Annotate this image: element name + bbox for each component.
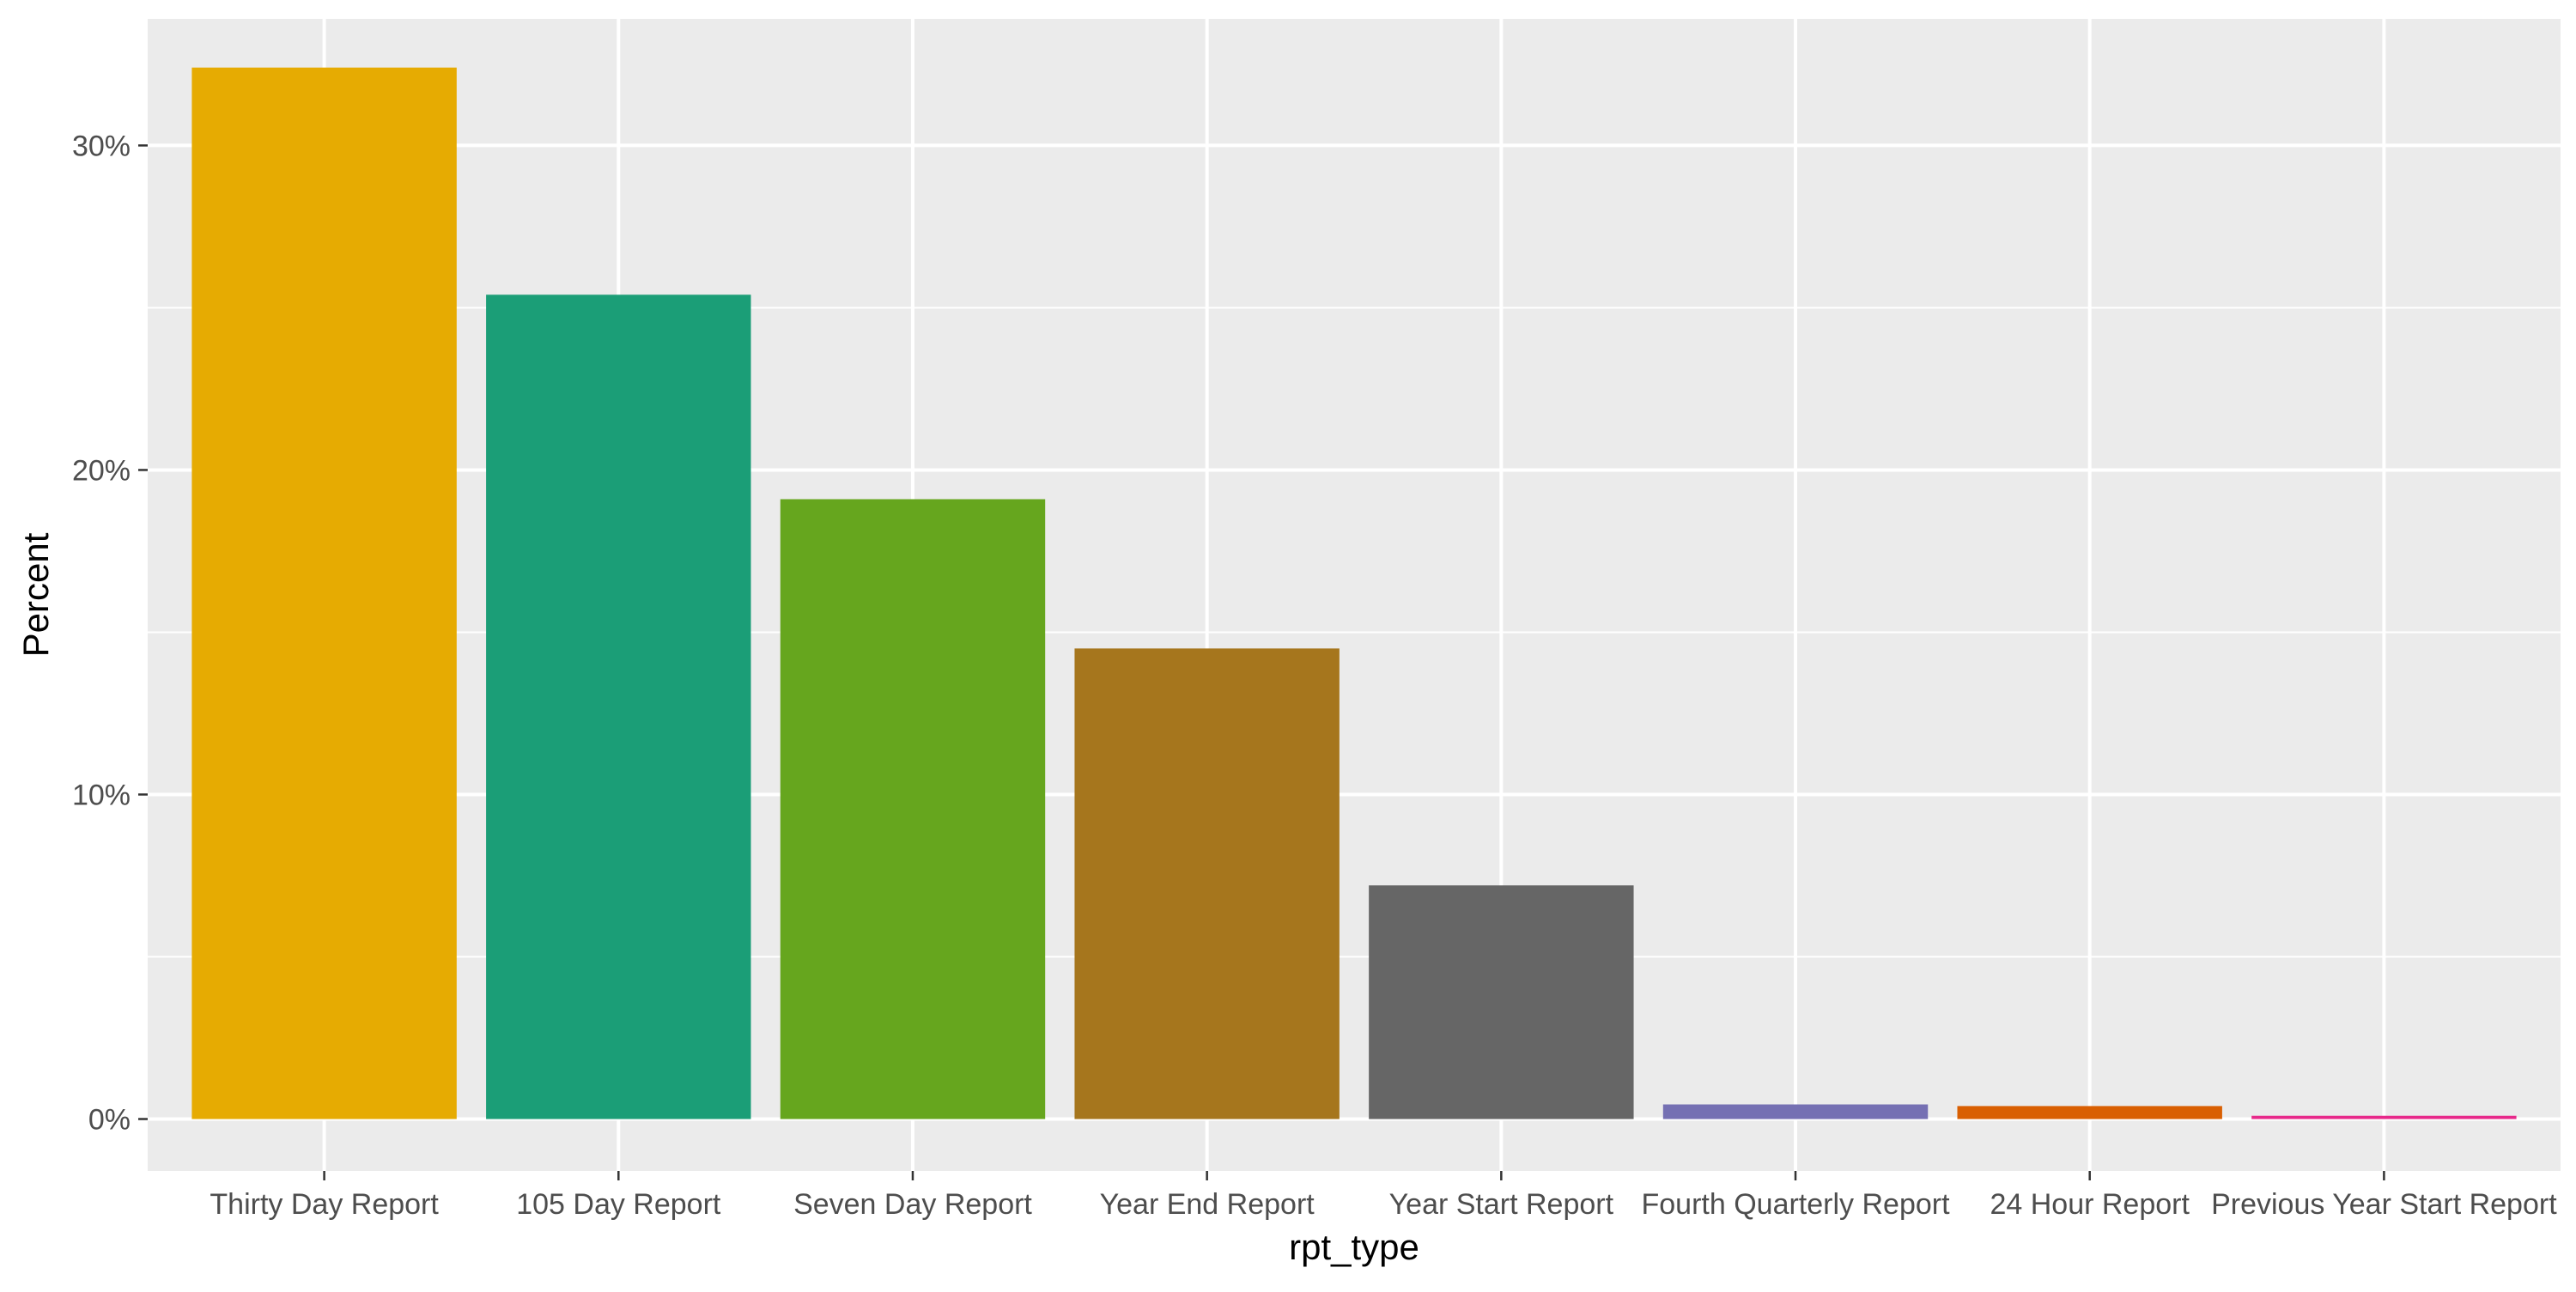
bar <box>191 67 457 1119</box>
y-axis-title: Percent <box>15 532 56 657</box>
y-tick-label: 0% <box>88 1104 131 1137</box>
x-tick-label: Fourth Quarterly Report <box>1642 1188 1951 1221</box>
bar <box>1369 885 1634 1119</box>
bars <box>191 67 2517 1119</box>
bar <box>1074 648 1340 1119</box>
x-tick-label: Thirty Day Report <box>210 1188 439 1221</box>
bar <box>780 499 1046 1119</box>
y-axis: 0% 10% 20% 30% <box>72 130 148 1137</box>
x-tick-label: 105 Day Report <box>516 1188 721 1221</box>
x-tick-label: 24 Hour Report <box>1990 1188 2190 1221</box>
bar <box>486 294 751 1119</box>
y-tick-label: 10% <box>72 779 131 811</box>
y-tick-label: 20% <box>72 454 131 487</box>
y-tick-label: 30% <box>72 130 131 162</box>
bar <box>1662 1104 1929 1119</box>
x-tick-label: Year Start Report <box>1389 1188 1614 1221</box>
x-tick-label: Previous Year Start Report <box>2211 1188 2557 1221</box>
x-axis-title: rpt_type <box>1289 1227 1419 1267</box>
x-tick-label: Seven Day Report <box>793 1188 1032 1221</box>
x-axis: Thirty Day Report 105 Day Report Seven Day… <box>210 1171 2557 1221</box>
bar <box>1957 1106 2222 1119</box>
bar <box>2251 1115 2517 1119</box>
x-tick-label: Year End Report <box>1100 1188 1315 1221</box>
